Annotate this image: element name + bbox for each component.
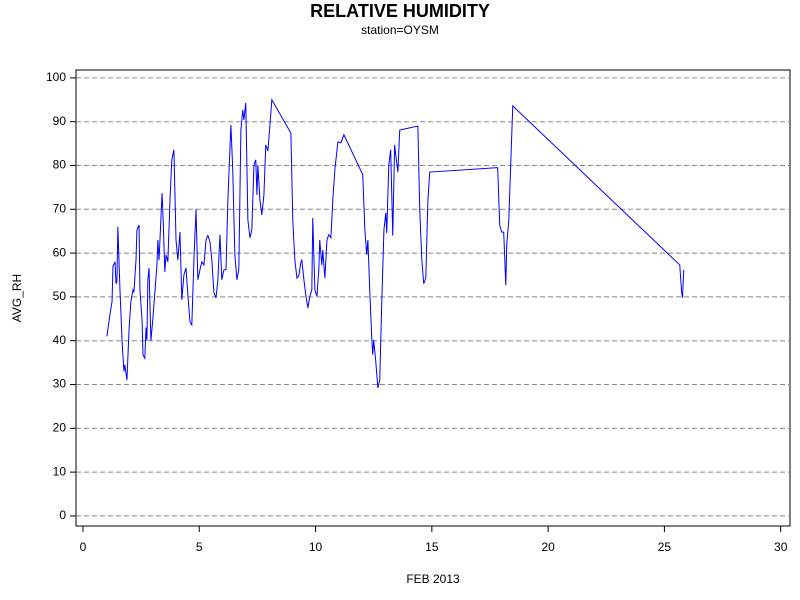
y-tick-label: 80 — [53, 158, 67, 172]
y-tick-label: 10 — [53, 464, 67, 478]
plot-frame — [75, 69, 791, 527]
x-tick-label: 5 — [196, 540, 203, 554]
y-tick-label: 40 — [53, 333, 67, 347]
y-tick-label: 20 — [53, 420, 67, 434]
x-tick-label: 20 — [541, 540, 555, 554]
y-axis-label: AVG_RH — [10, 274, 24, 322]
y-tick-label: 70 — [53, 201, 67, 215]
chart-subtitle: station=OYSM — [361, 23, 439, 37]
x-tick-label: 30 — [774, 540, 788, 554]
y-tick-label: 50 — [53, 289, 67, 303]
y-tick-label: 90 — [53, 114, 67, 128]
y-tick-label: 100 — [46, 70, 66, 84]
x-tick-label: 10 — [309, 540, 323, 554]
chart-title: RELATIVE HUMIDITY — [310, 1, 490, 21]
y-tick-label: 0 — [59, 508, 66, 522]
x-tick-label: 25 — [658, 540, 672, 554]
x-tick-label: 15 — [425, 540, 439, 554]
data-line — [106, 98, 685, 389]
y-tick-label: 30 — [53, 377, 67, 391]
x-tick-label: 0 — [80, 540, 87, 554]
x-axis-label: FEB 2013 — [406, 572, 460, 586]
y-tick-label: 60 — [53, 245, 67, 259]
